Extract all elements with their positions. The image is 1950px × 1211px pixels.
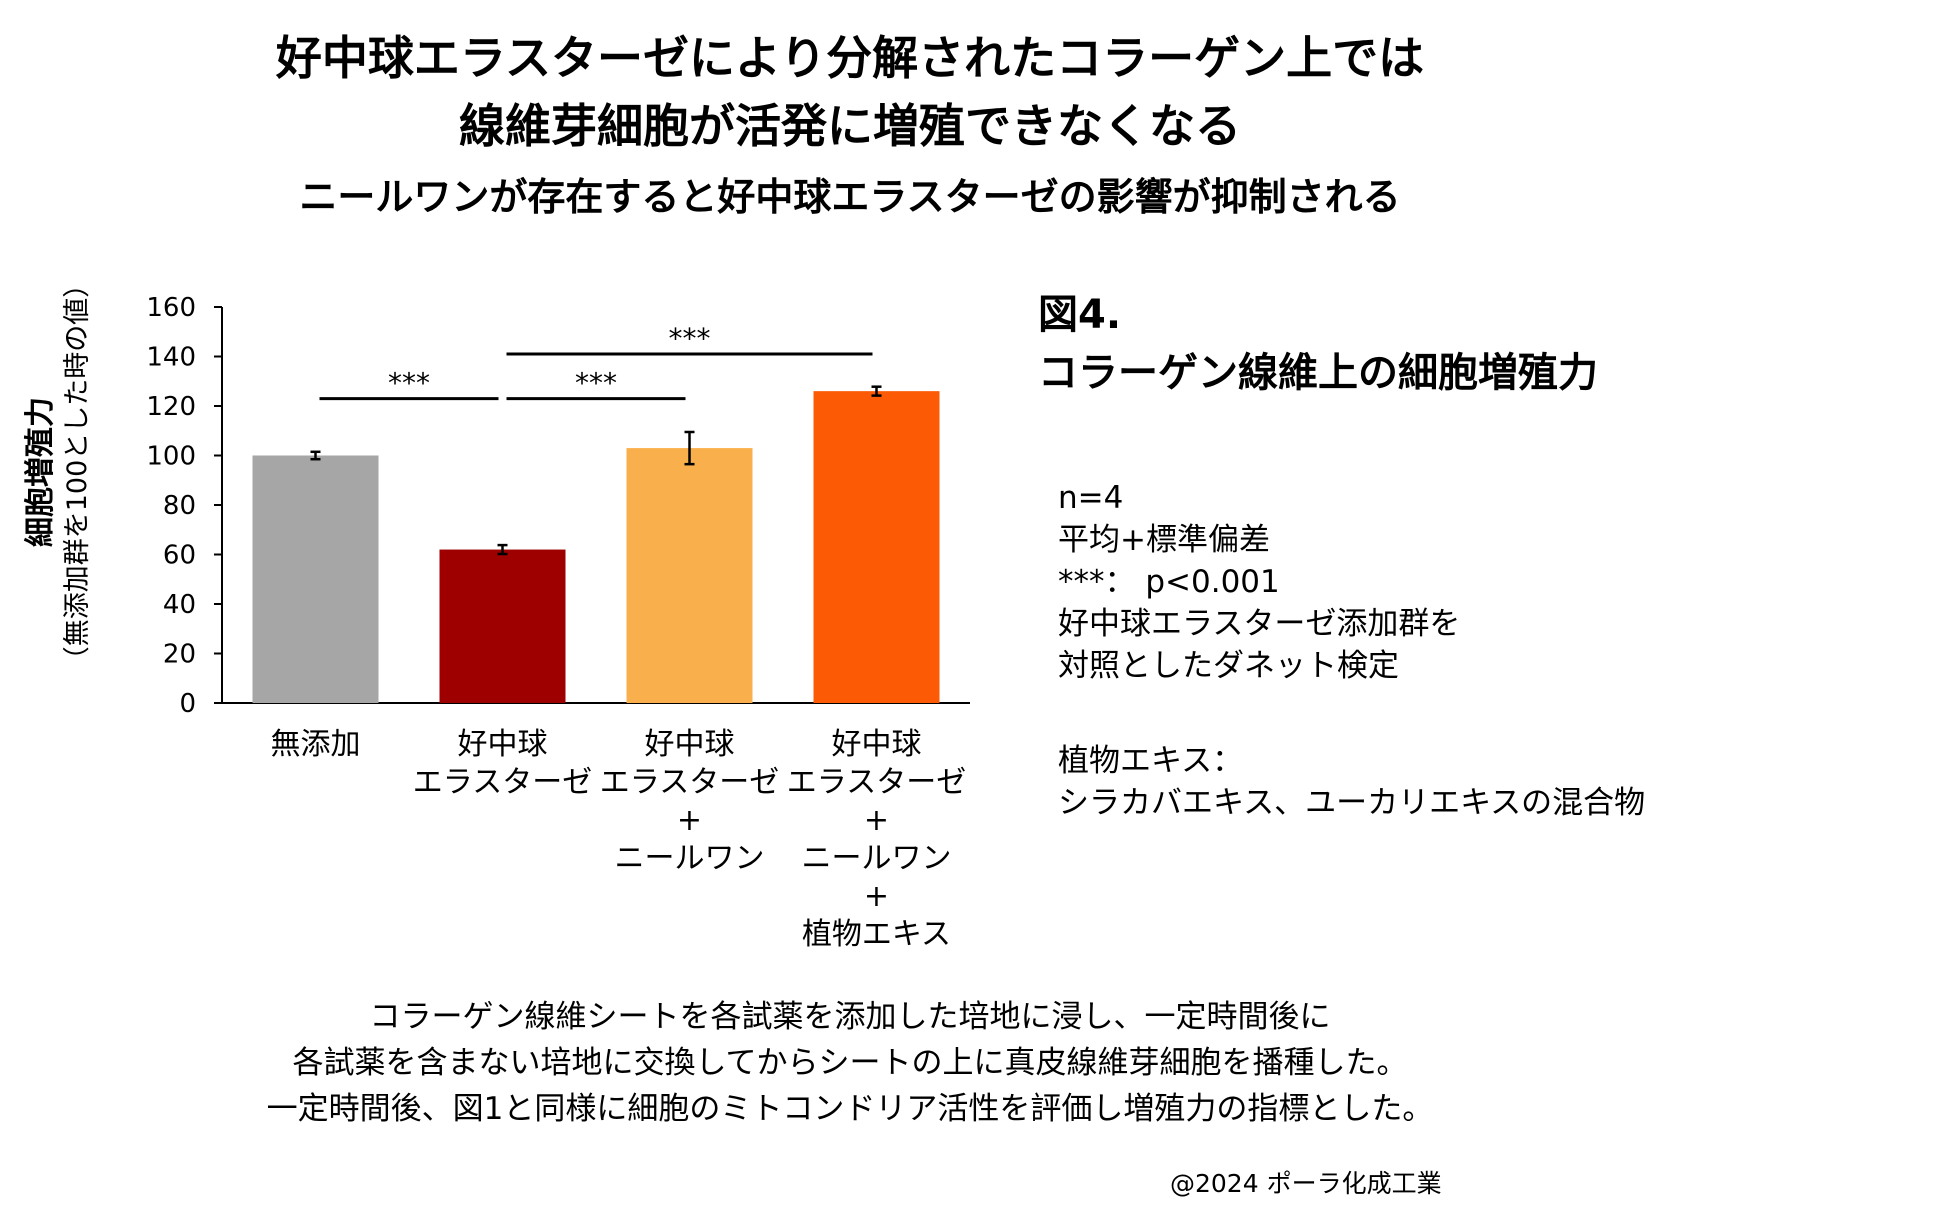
x-tick-label: + — [677, 803, 702, 838]
stat-notes: n=4 平均+標準偏差 ***： p<0.001 好中球エラスターゼ添加群を 対… — [1058, 477, 1460, 687]
note-line: ***： p<0.001 — [1058, 564, 1280, 600]
note-line: n=4 — [1058, 480, 1124, 516]
y-tick-label: 140 — [146, 343, 196, 373]
extract-line: 植物エキス： — [1058, 743, 1244, 779]
y-tick-label: 40 — [163, 590, 196, 620]
figure-caption: コラーゲン線維上の細胞増殖力 — [1038, 350, 1598, 396]
x-tick-label: 植物エキス — [802, 917, 951, 952]
extract-notes: 植物エキス： シラカバエキス、ユーカリエキスの混合物 — [1058, 740, 1645, 824]
x-tick-label: 無添加 — [271, 727, 361, 762]
y-axis-sublabel: （無添加群を100とした時の値） — [62, 271, 93, 674]
chart-title-line-2: 線維芽細胞が活発に増殖できなくなる — [459, 99, 1241, 153]
chart-title-line-1: 好中球エラスターゼにより分解されたコラーゲン上では — [275, 31, 1425, 85]
x-tick-label: 好中球 — [458, 727, 548, 762]
x-tick-label: エラスターゼ — [413, 765, 592, 800]
y-tick-label: 100 — [146, 442, 196, 472]
chart-bars — [252, 385, 940, 703]
description-line: 各試薬を含まない培地に交換してからシートの上に真皮線維芽細胞を播種した。 — [292, 1045, 1408, 1081]
description-line: コラーゲン線維シートを各試薬を添加した培地に浸し、一定時間後に — [369, 999, 1331, 1035]
x-tick-label: 好中球 — [832, 727, 922, 762]
x-tick-label: 好中球 — [645, 727, 735, 762]
figure-number: 図4. — [1038, 292, 1122, 338]
significance-label: *** — [575, 367, 617, 400]
bar — [439, 549, 566, 703]
description-line: 一定時間後、図1と同様に細胞のミトコンドリア活性を評価し増殖力の指標とした。 — [266, 1091, 1434, 1127]
significance-label: *** — [669, 322, 711, 355]
note-line: 平均+標準偏差 — [1058, 522, 1270, 558]
bar — [626, 448, 753, 703]
x-tick-label: ニールワン — [615, 841, 765, 876]
significance-label: *** — [388, 367, 430, 400]
chart-subtitle: ニールワンが存在すると好中球エラスターゼの影響が抑制される — [299, 175, 1401, 219]
y-axis-label-group: 細胞増殖力 （無添加群を100とした時の値） — [23, 271, 93, 674]
y-tick-label: 60 — [163, 541, 196, 571]
chart-axes: 0 20 40 60 80 100 120 140 160 — [146, 293, 970, 719]
x-tick-label: エラスターゼ — [600, 765, 779, 800]
x-tick-label: エラスターゼ — [787, 765, 966, 800]
x-tick-label: ニールワン — [802, 841, 952, 876]
significance-markers: *** *** *** — [319, 322, 873, 401]
y-tick-label: 0 — [179, 689, 196, 719]
bar — [252, 455, 379, 703]
copyright: @2024 ポーラ化成工業 — [1170, 1169, 1442, 1198]
x-axis-labels: 無添加 好中球エラスターゼ好中球エラスターゼ+ニールワン好中球エラスターゼ+ニール… — [271, 727, 967, 952]
method-description: コラーゲン線維シートを各試薬を添加した培地に浸し、一定時間後に 各試薬を含まない… — [0, 994, 1700, 1132]
y-tick-label: 120 — [146, 392, 196, 422]
y-axis-label: 細胞増殖力 — [23, 397, 58, 547]
x-tick-label: + — [864, 879, 889, 914]
note-line: 対照としたダネット検定 — [1058, 648, 1399, 684]
note-line: 好中球エラスターゼ添加群を — [1058, 606, 1461, 642]
y-tick-label: 80 — [163, 491, 196, 521]
y-tick-label: 20 — [163, 640, 196, 670]
extract-line: シラカバエキス、ユーカリエキスの混合物 — [1058, 785, 1646, 821]
bar-chart: 細胞増殖力 （無添加群を100とした時の値） 0 20 40 60 80 100 120 14… — [23, 271, 970, 952]
x-tick-label: + — [864, 803, 889, 838]
y-tick-label: 160 — [146, 293, 196, 323]
bar — [813, 391, 940, 703]
